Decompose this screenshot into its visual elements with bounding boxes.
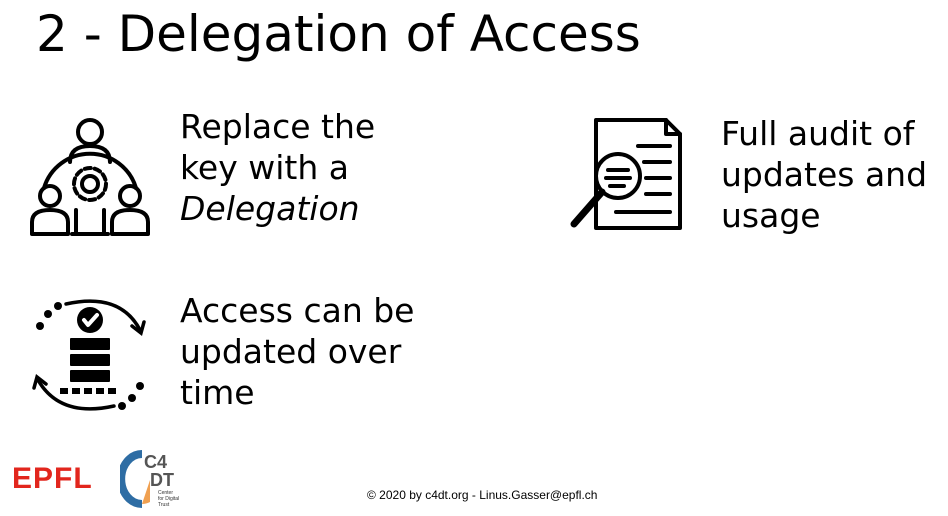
bullet-line: Access can be [180, 291, 415, 330]
bullet-emphasis: Delegation [180, 189, 360, 228]
copyright-footer: © 2020 by c4dt.org - Linus.Gasser@epfl.c… [367, 488, 598, 502]
bullet-line: usage [721, 196, 821, 235]
c4dt-tagline-1: Center [158, 490, 173, 496]
bullet-delegation: Replace the key with a Delegation [180, 106, 375, 229]
bullet-access-update: Access can be updated over time [180, 290, 414, 413]
svg-text:DT: DT [150, 470, 174, 490]
epfl-logo: EPFL [12, 462, 93, 495]
bullet-line: Full audit of [721, 114, 915, 153]
c4dt-logo: C4 DT Center for Digital Trust [120, 450, 179, 508]
bullet-line: Replace the [180, 107, 376, 146]
bullet-line: time [180, 373, 255, 412]
team-gear-icon [30, 118, 150, 236]
c4dt-logo-text: C4 [144, 452, 167, 472]
bullet-audit: Full audit of updates and usage [721, 113, 927, 236]
bullet-line: updated over [180, 332, 402, 371]
bullet-line: key with a [180, 148, 349, 187]
document-magnifier-icon [570, 118, 682, 230]
slide-title: 2 - Delegation of Access [36, 5, 641, 63]
c4dt-tagline-3: Trust [158, 502, 170, 508]
bullet-line: updates and [721, 155, 928, 194]
server-check-cycle-icon [32, 299, 146, 411]
c4dt-tagline-2: for Digital [158, 496, 179, 502]
